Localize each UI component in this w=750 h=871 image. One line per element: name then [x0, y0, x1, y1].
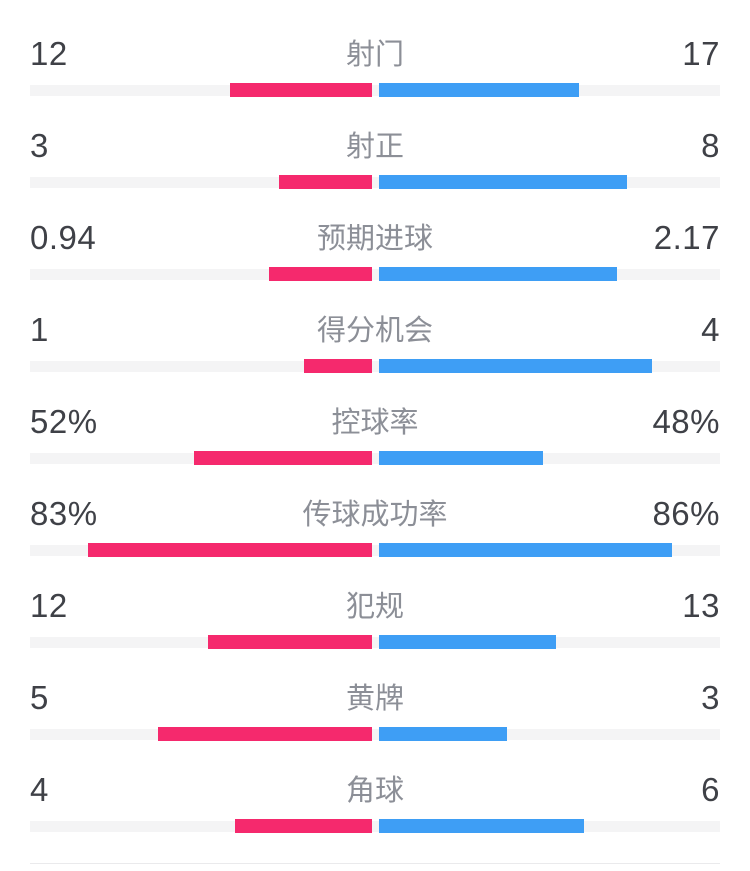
away-bar	[379, 543, 672, 557]
bar-track	[30, 451, 720, 465]
away-bar	[379, 83, 579, 97]
bar-track	[30, 727, 720, 741]
home-bar	[208, 635, 372, 649]
stat-header: 3 射正 8	[0, 127, 750, 165]
bar-track	[30, 819, 720, 833]
home-value: 1	[30, 311, 49, 348]
home-value: 0.94	[30, 219, 97, 256]
away-bar	[379, 267, 617, 281]
stat-label: 控球率	[331, 407, 419, 439]
home-bar	[235, 819, 372, 833]
away-bar	[379, 359, 652, 373]
bar-track	[30, 175, 720, 189]
stat-header: 12 射门 17	[0, 35, 750, 73]
away-value: 86%	[652, 495, 720, 532]
stat-label: 角球	[345, 775, 405, 807]
bar-track	[30, 83, 720, 97]
home-value: 52%	[30, 403, 98, 440]
away-bar	[379, 819, 584, 833]
stat-row: 1 得分机会 4	[0, 311, 750, 393]
stat-label: 犯规	[345, 591, 405, 623]
away-value: 6	[701, 771, 720, 808]
section-divider	[30, 863, 720, 864]
away-value: 13	[682, 587, 720, 624]
home-bar	[194, 451, 372, 465]
stat-label: 得分机会	[316, 315, 434, 347]
stat-header: 1 得分机会 4	[0, 311, 750, 349]
home-value: 12	[30, 35, 68, 72]
away-value: 3	[701, 679, 720, 716]
away-bar	[379, 175, 627, 189]
stat-label: 射门	[345, 39, 405, 71]
home-bar	[279, 175, 372, 189]
stat-header: 52% 控球率 48%	[0, 403, 750, 441]
stat-row: 83% 传球成功率 86%	[0, 495, 750, 577]
stat-header: 4 角球 6	[0, 771, 750, 809]
home-value: 83%	[30, 495, 98, 532]
stat-row: 52% 控球率 48%	[0, 403, 750, 485]
bar-track	[30, 635, 720, 649]
stat-label: 射正	[345, 131, 405, 163]
stat-row: 4 角球 6	[0, 771, 750, 853]
stat-label: 传球成功率	[302, 499, 448, 531]
stat-label: 预期进球	[316, 223, 434, 255]
stat-row: 12 射门 17	[0, 35, 750, 117]
home-bar	[88, 543, 372, 557]
home-value: 4	[30, 771, 49, 808]
stat-header: 0.94 预期进球 2.17	[0, 219, 750, 257]
home-value: 3	[30, 127, 49, 164]
away-value: 4	[701, 311, 720, 348]
away-value: 17	[682, 35, 720, 72]
stat-header: 83% 传球成功率 86%	[0, 495, 750, 533]
bar-track	[30, 267, 720, 281]
away-value: 48%	[652, 403, 720, 440]
stat-header: 12 犯规 13	[0, 587, 750, 625]
stat-label: 黄牌	[345, 683, 405, 715]
home-bar	[230, 83, 372, 97]
away-value: 8	[701, 127, 720, 164]
home-value: 5	[30, 679, 49, 716]
stat-row: 5 黄牌 3	[0, 679, 750, 761]
home-value: 12	[30, 587, 68, 624]
bar-track	[30, 543, 720, 557]
away-value: 2.17	[653, 219, 720, 256]
away-bar	[379, 451, 543, 465]
stat-row: 3 射正 8	[0, 127, 750, 209]
away-bar	[379, 727, 507, 741]
away-bar	[379, 635, 556, 649]
bar-track	[30, 359, 720, 373]
stat-row: 0.94 预期进球 2.17	[0, 219, 750, 301]
home-bar	[304, 359, 372, 373]
home-bar	[158, 727, 372, 741]
stat-header: 5 黄牌 3	[0, 679, 750, 717]
home-bar	[269, 267, 372, 281]
stat-row: 12 犯规 13	[0, 587, 750, 669]
